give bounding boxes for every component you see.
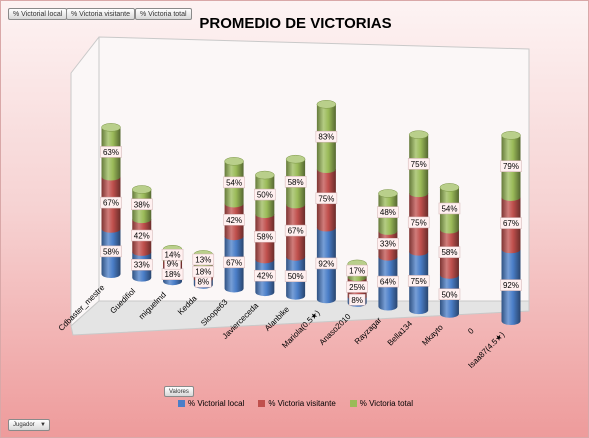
data-label-local-1: 33% [131, 258, 153, 271]
svg-text:63%: 63% [103, 148, 119, 157]
filter-chip-total[interactable]: % Victoria total [135, 8, 192, 20]
data-label-local-7: 92% [315, 257, 338, 270]
filter-chip-visitante[interactable]: % Victoria visitante [66, 8, 136, 20]
svg-text:67%: 67% [503, 219, 519, 228]
data-label-total-9: 48% [377, 206, 399, 218]
legend-swatch-visitante [258, 400, 266, 407]
data-label-local-8: 8% [348, 294, 366, 306]
jugador-label: Jugador [13, 422, 35, 428]
legend-swatch-local [178, 400, 185, 407]
svg-text:75%: 75% [411, 277, 427, 286]
data-label-visitante-6: 67% [284, 224, 307, 237]
svg-text:67%: 67% [288, 227, 304, 236]
data-label-visitante-10: 75% [407, 216, 430, 229]
svg-text:25%: 25% [349, 283, 365, 292]
chevron-down-icon: ▼ [40, 422, 46, 428]
svg-text:18%: 18% [165, 270, 181, 279]
svg-text:48%: 48% [380, 208, 396, 217]
svg-text:83%: 83% [318, 133, 334, 142]
legend: % Victorial local % Victoria visitante %… [1, 399, 588, 408]
svg-text:17%: 17% [349, 267, 365, 276]
x-tick-label-10: Bella134 [386, 319, 415, 348]
data-label-local-4: 67% [223, 256, 245, 269]
data-label-local-5: 42% [254, 269, 276, 282]
svg-text:67%: 67% [226, 258, 242, 267]
data-label-total-10: 75% [407, 158, 430, 170]
data-label-total-1: 38% [131, 198, 153, 211]
legend-item-total: % Victoria total [349, 399, 413, 408]
legend-label-local: % Victorial local [188, 399, 245, 408]
svg-text:9%: 9% [167, 260, 179, 269]
data-label-total-7: 83% [315, 130, 338, 143]
svg-text:75%: 75% [411, 160, 427, 169]
data-label-total-5: 50% [254, 188, 276, 201]
svg-text:54%: 54% [226, 178, 242, 187]
data-label-visitante-4: 42% [223, 214, 245, 226]
svg-text:18%: 18% [195, 268, 211, 277]
x-tick-label-12: 0 [466, 326, 476, 336]
svg-text:58%: 58% [103, 247, 119, 256]
svg-text:14%: 14% [165, 251, 181, 260]
data-label-local-9: 64% [377, 275, 399, 288]
svg-text:38%: 38% [134, 200, 150, 209]
legend-item-local: % Victorial local [178, 399, 244, 408]
data-label-visitante-0: 67% [100, 196, 122, 209]
data-label-total-4: 54% [223, 176, 245, 189]
svg-text:75%: 75% [411, 218, 427, 227]
svg-text:33%: 33% [134, 261, 150, 270]
data-label-total-11: 54% [438, 202, 461, 215]
legend-item-visitante: % Victoria visitante [258, 399, 336, 408]
data-label-total-0: 63% [100, 146, 122, 158]
svg-text:50%: 50% [288, 272, 304, 281]
svg-text:92%: 92% [503, 281, 519, 290]
svg-text:50%: 50% [257, 191, 273, 200]
legend-label-visitante: % Victoria visitante [268, 399, 336, 408]
data-label-visitante-11: 58% [438, 246, 461, 258]
chart-title: PROMEDIO DE VICTORIAS [199, 15, 392, 32]
svg-text:54%: 54% [441, 204, 457, 213]
data-label-visitante-13: 67% [500, 217, 522, 229]
data-label-total-8: 17% [346, 264, 368, 277]
data-label-local-10: 75% [407, 275, 430, 287]
svg-text:92%: 92% [318, 259, 334, 268]
svg-text:67%: 67% [103, 199, 119, 208]
data-label-visitante-9: 33% [377, 237, 399, 250]
legend-label-total: % Victoria total [359, 399, 413, 408]
svg-text:42%: 42% [134, 231, 150, 240]
svg-text:58%: 58% [257, 233, 273, 242]
valores-field-button[interactable]: Valores [164, 386, 194, 397]
legend-swatch-total [349, 400, 357, 407]
svg-text:58%: 58% [441, 248, 457, 257]
data-label-local-11: 50% [438, 288, 461, 301]
svg-text:58%: 58% [288, 178, 304, 187]
svg-text:75%: 75% [318, 194, 334, 203]
data-label-visitante-1: 42% [131, 229, 153, 242]
data-label-local-13: 92% [500, 279, 522, 291]
data-label-local-2: 18% [161, 268, 184, 280]
svg-text:42%: 42% [257, 272, 273, 281]
data-label-local-0: 58% [100, 245, 122, 258]
data-label-local-3: 8% [195, 275, 212, 288]
svg-text:50%: 50% [441, 290, 457, 299]
svg-text:33%: 33% [380, 240, 396, 249]
jugador-filter-dropdown[interactable]: Jugador ▼ [8, 419, 50, 431]
data-label-total-2: 14% [161, 248, 184, 261]
svg-text:8%: 8% [351, 296, 363, 305]
svg-text:13%: 13% [195, 255, 211, 264]
data-label-total-3: 13% [192, 253, 215, 266]
svg-text:8%: 8% [198, 278, 210, 287]
data-label-visitante-7: 75% [315, 192, 338, 205]
data-label-visitante-3: 18% [192, 265, 215, 278]
x-tick-label-11: Mkayto [420, 322, 445, 347]
svg-text:64%: 64% [380, 278, 396, 287]
svg-text:79%: 79% [503, 162, 519, 171]
svg-text:42%: 42% [226, 216, 242, 225]
data-label-local-6: 50% [284, 270, 307, 282]
data-label-total-13: 79% [500, 160, 522, 172]
data-label-total-6: 58% [284, 176, 307, 188]
data-label-visitante-5: 58% [254, 230, 276, 243]
data-label-visitante-8: 25% [346, 281, 368, 293]
